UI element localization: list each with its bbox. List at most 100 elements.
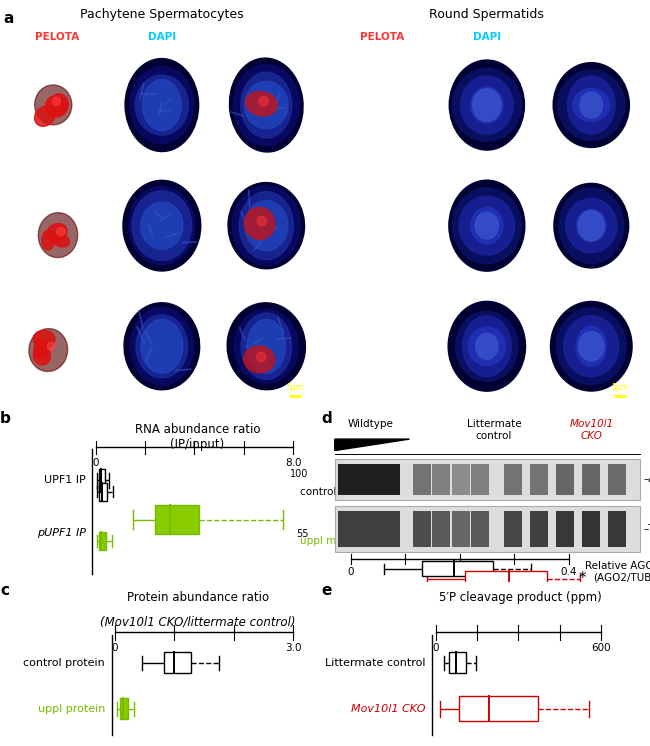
Bar — [504, 464, 521, 495]
Ellipse shape — [241, 72, 292, 138]
Text: *: * — [578, 571, 586, 586]
Ellipse shape — [52, 97, 60, 105]
Text: 100: 100 — [291, 468, 309, 479]
Ellipse shape — [136, 315, 188, 378]
Bar — [413, 464, 430, 495]
Text: Mov10l1 CKO: Mov10l1 CKO — [351, 703, 426, 714]
Bar — [155, 505, 200, 534]
Ellipse shape — [449, 181, 525, 271]
Ellipse shape — [573, 89, 610, 122]
Text: Littermate
control: Littermate control — [467, 419, 521, 441]
Ellipse shape — [471, 207, 503, 244]
Text: Protein abundance ratio: Protein abundance ratio — [127, 591, 268, 604]
Ellipse shape — [130, 66, 194, 143]
Text: 600: 600 — [592, 643, 611, 653]
Bar — [335, 459, 640, 500]
Text: 3.0: 3.0 — [285, 643, 302, 653]
Text: Wildtype: Wildtype — [348, 419, 393, 430]
Ellipse shape — [576, 326, 606, 366]
Text: 55: 55 — [296, 529, 309, 539]
Ellipse shape — [461, 76, 513, 134]
Ellipse shape — [244, 207, 275, 239]
Ellipse shape — [141, 202, 183, 249]
Bar — [471, 511, 489, 548]
Text: b: b — [0, 411, 11, 426]
Ellipse shape — [46, 95, 67, 117]
Ellipse shape — [142, 80, 181, 131]
Bar — [335, 507, 640, 552]
Ellipse shape — [244, 346, 275, 373]
Ellipse shape — [459, 196, 515, 255]
Text: d: d — [322, 411, 333, 426]
Ellipse shape — [47, 342, 55, 351]
Bar — [608, 464, 625, 495]
Circle shape — [578, 210, 604, 241]
Ellipse shape — [234, 310, 298, 383]
Ellipse shape — [33, 346, 51, 365]
Text: UPF1 IP: UPF1 IP — [44, 475, 86, 485]
Bar — [608, 511, 625, 548]
Bar — [413, 511, 430, 548]
Ellipse shape — [54, 235, 70, 247]
Ellipse shape — [33, 330, 55, 348]
Ellipse shape — [34, 339, 49, 359]
Text: c: c — [0, 583, 9, 598]
Ellipse shape — [246, 92, 277, 116]
Text: –TUBULIN: –TUBULIN — [644, 524, 650, 534]
Ellipse shape — [449, 60, 525, 150]
Text: RNA abundance ratio
(IP/input): RNA abundance ratio (IP/input) — [135, 423, 261, 451]
Ellipse shape — [257, 352, 266, 362]
Text: 5′P cleavage product (ppm): 5′P cleavage product (ppm) — [439, 591, 601, 604]
Bar — [432, 464, 450, 495]
Text: pUPF1 IP: pUPF1 IP — [37, 527, 86, 538]
Ellipse shape — [566, 198, 617, 253]
Ellipse shape — [141, 319, 183, 373]
Ellipse shape — [232, 186, 300, 266]
Text: 0: 0 — [348, 567, 354, 577]
Ellipse shape — [227, 303, 306, 389]
Ellipse shape — [558, 70, 625, 140]
Text: 0: 0 — [432, 643, 439, 653]
Ellipse shape — [132, 191, 192, 260]
Text: DAPI: DAPI — [473, 32, 501, 42]
Bar — [449, 652, 466, 674]
Ellipse shape — [42, 230, 55, 250]
Ellipse shape — [244, 81, 288, 129]
Ellipse shape — [448, 301, 526, 391]
Text: PELOTA: PELOTA — [360, 32, 404, 42]
Bar — [471, 464, 489, 495]
Ellipse shape — [125, 59, 199, 151]
Bar — [452, 511, 469, 548]
Text: 5μm: 5μm — [612, 383, 629, 392]
Text: Pachytene Spermatocytes: Pachytene Spermatocytes — [80, 8, 244, 22]
Polygon shape — [335, 439, 410, 451]
Ellipse shape — [551, 301, 632, 391]
Bar — [459, 697, 538, 721]
Ellipse shape — [57, 228, 65, 236]
Bar — [120, 698, 128, 719]
Ellipse shape — [577, 210, 606, 242]
Text: (Mov10l1 CKO/littermate control): (Mov10l1 CKO/littermate control) — [100, 615, 295, 628]
Bar — [422, 561, 493, 576]
Bar — [99, 468, 105, 492]
Ellipse shape — [241, 313, 291, 380]
Ellipse shape — [471, 87, 503, 123]
Circle shape — [476, 333, 498, 359]
Text: PELOTA: PELOTA — [35, 32, 79, 42]
Ellipse shape — [50, 94, 68, 115]
Ellipse shape — [247, 319, 285, 373]
Text: control protein: control protein — [23, 658, 105, 668]
Text: uppl mRNA: uppl mRNA — [300, 536, 358, 546]
Circle shape — [580, 92, 603, 118]
Ellipse shape — [564, 316, 619, 377]
Bar — [504, 511, 521, 548]
Text: Mov10l1
CKO: Mov10l1 CKO — [569, 419, 614, 441]
Circle shape — [578, 331, 604, 361]
Ellipse shape — [567, 76, 615, 134]
Text: DAPI: DAPI — [148, 32, 176, 42]
Ellipse shape — [556, 308, 626, 385]
Text: 0.4: 0.4 — [560, 567, 577, 577]
Text: 5μm: 5μm — [287, 383, 304, 392]
Bar — [432, 511, 450, 548]
Ellipse shape — [129, 186, 195, 265]
